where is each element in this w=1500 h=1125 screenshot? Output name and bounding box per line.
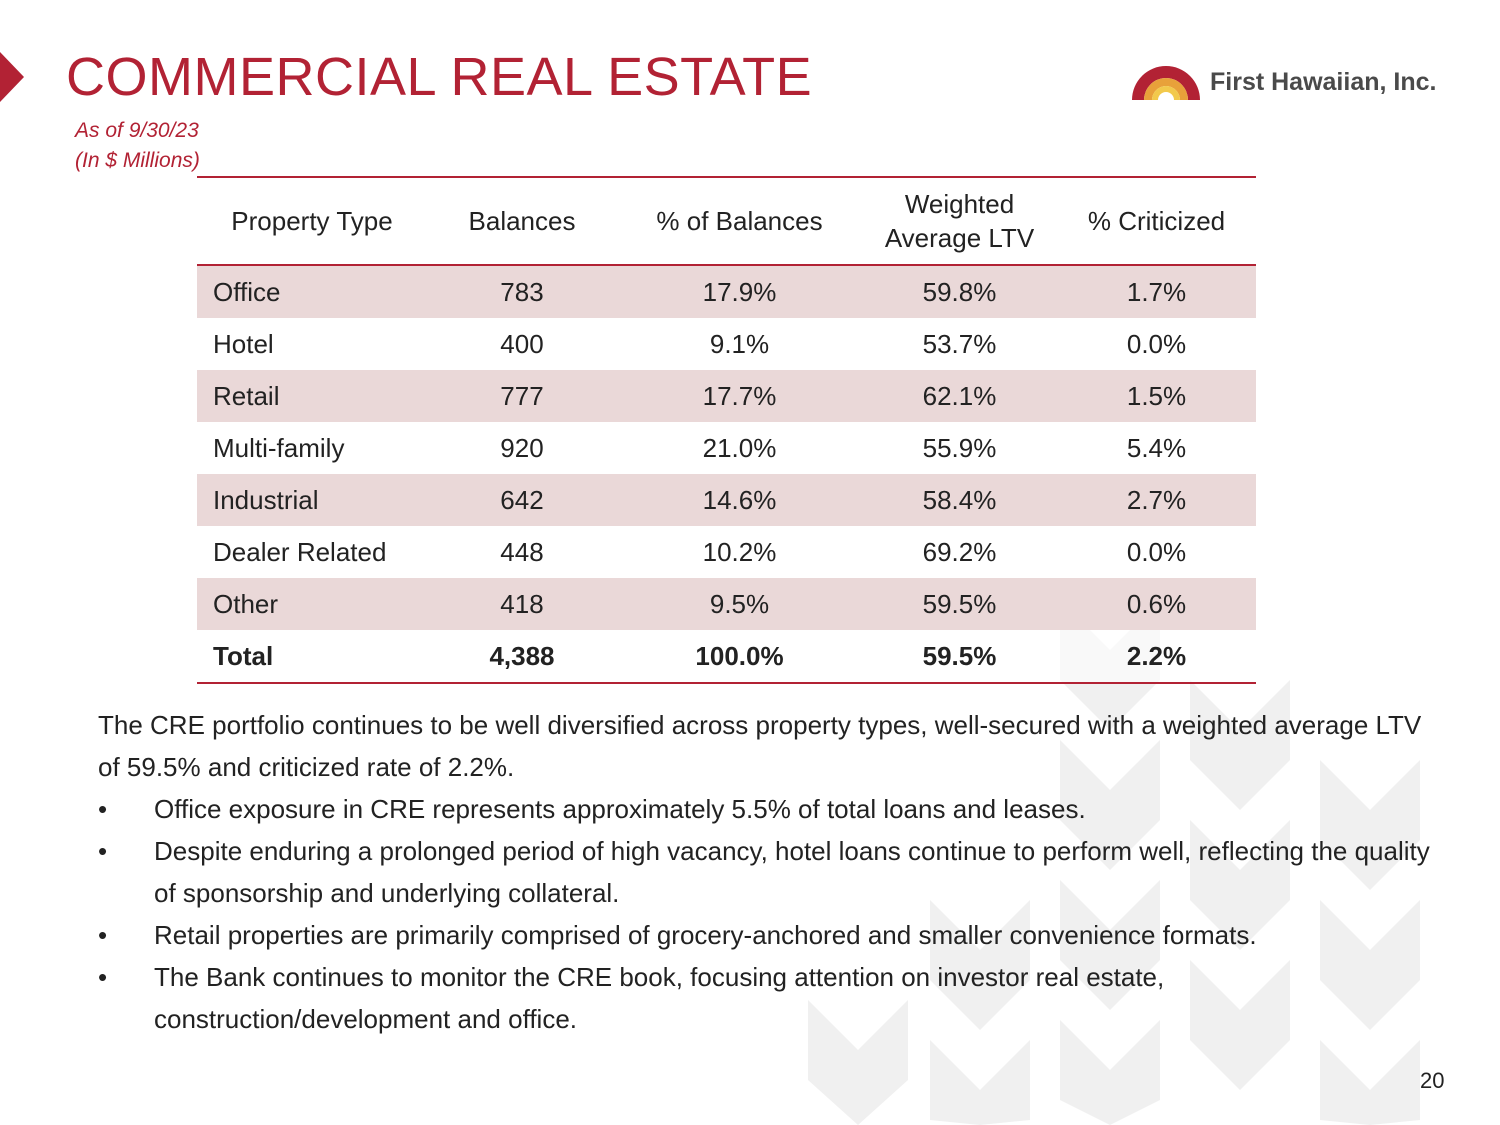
criticized-cell: 0.0%: [1126, 536, 1187, 567]
total-criticized: 2.2%: [1057, 630, 1256, 683]
property-type-cell: Office: [197, 265, 427, 318]
table-row: Office 783 17.9% 59.8% 1.7%: [197, 265, 1256, 318]
total-pct-balance: 100.0%: [617, 630, 862, 683]
header-balances: Balances: [468, 206, 576, 236]
bullet-text: Despite enduring a prolonged period of h…: [154, 836, 1430, 908]
pct-balance-cell: 17.7%: [617, 370, 862, 422]
date-subtitle: As of 9/30/23 (In $ Millions): [75, 116, 200, 176]
pct-balance-cell: 10.2%: [702, 536, 777, 567]
table-row: Industrial 642 14.6% 58.4% 2.7%: [197, 474, 1256, 526]
balance-cell: 783: [427, 265, 617, 318]
bullet-icon: •: [98, 836, 108, 866]
header-pct-criticized: % Criticized: [1087, 206, 1226, 236]
list-item: • The Bank continues to monitor the CRE b…: [98, 956, 1438, 1040]
criticized-cell: 2.7%: [1057, 474, 1256, 526]
ltv-cell: 55.9%: [922, 432, 997, 463]
table-row: Retail 777 17.7% 62.1% 1.5%: [197, 370, 1256, 422]
bullet-icon: •: [98, 794, 108, 824]
pct-balance-cell: 17.9%: [617, 265, 862, 318]
balance-cell: 777: [427, 370, 617, 422]
ltv-cell: 58.4%: [862, 474, 1057, 526]
page-number: 20: [1420, 1068, 1445, 1093]
ltv-cell: 69.2%: [922, 536, 997, 567]
balance-cell: 400: [500, 328, 544, 359]
property-type-cell: Hotel: [213, 328, 274, 359]
company-logo: First Hawaiian, Inc.: [1130, 64, 1436, 100]
total-ltv: 59.5%: [862, 630, 1057, 683]
bullet-list: • Office exposure in CRE represents appro…: [98, 788, 1438, 1040]
logo-text: First Hawaiian, Inc.: [1210, 67, 1437, 96]
property-type-cell: Industrial: [197, 474, 427, 526]
summary-section: The CRE portfolio continues to be well d…: [98, 704, 1438, 1040]
criticized-cell: 1.7%: [1057, 265, 1256, 318]
list-item: • Despite enduring a prolonged period of …: [98, 830, 1438, 914]
ltv-cell: 59.5%: [862, 578, 1057, 630]
bullet-icon: •: [98, 962, 108, 992]
header-property-type: Property Type: [231, 206, 393, 236]
table-row: Hotel 400 9.1% 53.7% 0.0%: [197, 318, 1256, 370]
table-row: Multi-family 920 21.0% 55.9% 5.4%: [197, 422, 1256, 474]
pct-balance-cell: 9.5%: [617, 578, 862, 630]
ltv-cell: 59.8%: [862, 265, 1057, 318]
bullet-text: Retail properties are primarily comprise…: [154, 920, 1257, 950]
property-type-cell: Multi-family: [213, 432, 345, 463]
ltv-cell: 53.7%: [922, 328, 997, 359]
balance-cell: 418: [427, 578, 617, 630]
total-row: Total 4,388 100.0% 59.5% 2.2%: [197, 630, 1256, 683]
pct-balance-cell: 21.0%: [702, 432, 777, 463]
balance-cell: 448: [500, 536, 544, 567]
criticized-cell: 5.4%: [1126, 432, 1187, 463]
pct-balance-cell: 14.6%: [617, 474, 862, 526]
pct-balance-cell: 9.1%: [709, 328, 770, 359]
property-type-cell: Retail: [197, 370, 427, 422]
total-balance: 4,388: [427, 630, 617, 683]
bullet-text: Office exposure in CRE represents approx…: [154, 794, 1086, 824]
property-type-cell: Other: [197, 578, 427, 630]
list-item: • Retail properties are primarily compris…: [98, 914, 1438, 956]
criticized-cell: 1.5%: [1057, 370, 1256, 422]
criticized-cell: 0.0%: [1126, 328, 1187, 359]
criticized-cell: 0.6%: [1057, 578, 1256, 630]
balance-cell: 642: [427, 474, 617, 526]
summary-intro: The CRE portfolio continues to be well d…: [98, 710, 1422, 782]
table-header-row: Property Type Balances % of Balances Wei…: [197, 177, 1256, 265]
list-item: • Office exposure in CRE represents appro…: [98, 788, 1438, 830]
cre-table: Property Type Balances % of Balances Wei…: [197, 176, 1256, 684]
table-row: Other 418 9.5% 59.5% 0.6%: [197, 578, 1256, 630]
total-label: Total: [197, 630, 427, 683]
page-title: COMMERCIAL REAL ESTATE: [66, 47, 813, 107]
header-pct-balances: % of Balances: [656, 206, 823, 236]
bullet-text: The Bank continues to monitor the CRE bo…: [154, 962, 1165, 1034]
balance-cell: 920: [500, 432, 544, 463]
rainbow-logo-icon: [1132, 66, 1200, 100]
header-weighted-ltv: Weighted Average LTV: [884, 189, 1035, 253]
table-row: Dealer Related 448 10.2% 69.2% 0.0%: [197, 526, 1256, 578]
bullet-icon: •: [98, 920, 108, 950]
units-note: (In $ Millions): [75, 149, 200, 172]
title-marker-icon: [0, 52, 24, 102]
as-of-date: As of 9/30/23: [75, 119, 199, 142]
ltv-cell: 62.1%: [862, 370, 1057, 422]
property-type-cell: Dealer Related: [213, 536, 387, 567]
